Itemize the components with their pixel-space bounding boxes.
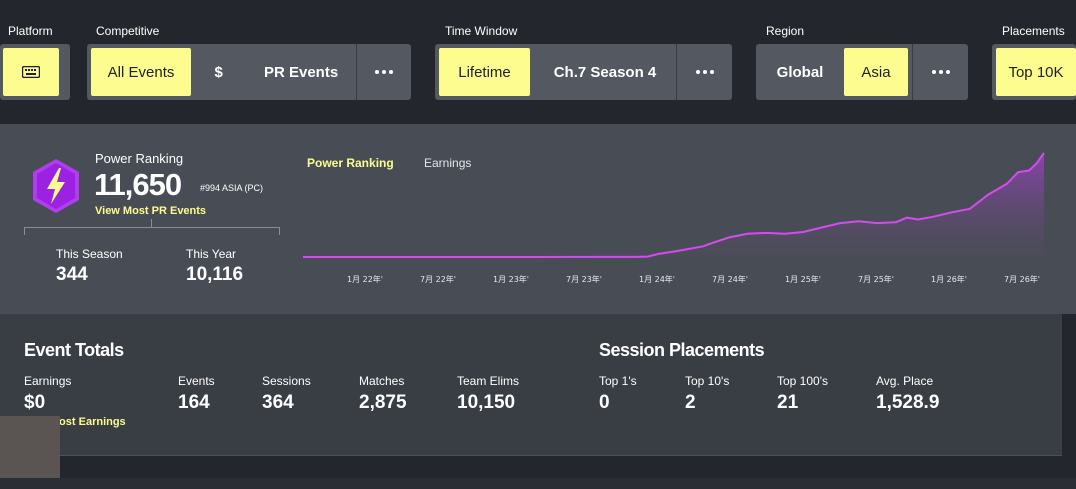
top-10k-button[interactable]: Top 10K bbox=[996, 48, 1076, 96]
placements-label: Placements bbox=[1002, 24, 1065, 38]
top1-value: 0 bbox=[599, 392, 610, 413]
time-window-more-button[interactable] bbox=[676, 44, 732, 100]
bottom-bar bbox=[0, 478, 1076, 489]
team-elims-value: 10,150 bbox=[457, 392, 516, 413]
this-season-value: 344 bbox=[56, 264, 88, 285]
top10-value: 2 bbox=[685, 392, 696, 413]
region-label: Region bbox=[766, 24, 805, 38]
earnings-label: Earnings bbox=[24, 374, 72, 388]
event-totals-title: Event Totals bbox=[24, 340, 124, 360]
x-tick-label: 7月 23年' bbox=[566, 274, 602, 284]
chart-area bbox=[303, 153, 1044, 257]
team-elims-label: Team Elims bbox=[457, 374, 520, 388]
platform-label: Platform bbox=[8, 24, 53, 38]
x-tick-label: 1月 23年' bbox=[493, 274, 529, 284]
lightning-icon bbox=[33, 159, 79, 213]
bracket-divider-mid bbox=[151, 219, 152, 227]
power-ranking-rank: #994 ASIA (PC) bbox=[200, 183, 264, 193]
view-most-pr-events-link[interactable]: View Most PR Events bbox=[95, 205, 207, 217]
platform-pc-button[interactable] bbox=[3, 48, 59, 96]
competitive-bar: All Events $ PR Events bbox=[87, 44, 411, 100]
competitive-label: Competitive bbox=[96, 24, 160, 38]
events-value: 164 bbox=[178, 392, 210, 413]
x-tick-label: 1月 22年' bbox=[347, 274, 383, 284]
global-button[interactable]: Global bbox=[776, 63, 824, 81]
bracket-divider bbox=[24, 227, 280, 235]
top100-label: Top 100's bbox=[777, 374, 828, 388]
x-tick-label: 7月 25年' bbox=[858, 274, 894, 284]
power-ranking-chart: 1月 22年' 7月 22年' 1月 23年' 7月 23年' 1月 24年' 7月 24… bbox=[303, 152, 1045, 284]
more-dots-icon bbox=[695, 70, 714, 74]
power-ranking-value: 11,650 bbox=[94, 167, 182, 202]
matches-label: Matches bbox=[359, 374, 405, 388]
pr-events-button[interactable]: PR Events bbox=[263, 63, 339, 81]
most-earnings-link[interactable]: lost Earnings bbox=[56, 416, 126, 428]
region-bar: Global Asia bbox=[756, 44, 968, 100]
chart-series-line bbox=[303, 152, 1045, 258]
sessions-label: Sessions bbox=[262, 374, 311, 388]
totals-panel bbox=[0, 314, 1062, 456]
x-tick-label: 1月 24年' bbox=[639, 274, 675, 284]
this-season-label: This Season bbox=[56, 247, 123, 261]
x-tick-label: 1月 26年' bbox=[931, 274, 967, 284]
matches-value: 2,875 bbox=[359, 392, 407, 413]
power-ranking-title: Power Ranking bbox=[95, 151, 184, 166]
events-label: Events bbox=[178, 374, 215, 388]
time-window-bar: Lifetime Ch.7 Season 4 bbox=[435, 44, 732, 100]
x-tick-label: 7月 24年' bbox=[712, 274, 748, 284]
x-tick-label: 1月 25年' bbox=[785, 274, 821, 284]
filter-bar: Platform Competitive All Events $ PR Eve… bbox=[0, 0, 1076, 112]
power-ranking-panel bbox=[0, 124, 1076, 314]
sessions-value: 364 bbox=[262, 392, 294, 413]
lifetime-button[interactable]: Lifetime bbox=[439, 48, 530, 96]
avg-place-value: 1,528.9 bbox=[876, 392, 940, 413]
session-placements-title: Session Placements bbox=[599, 340, 765, 360]
placements-bar: Top 10K bbox=[992, 44, 1076, 100]
more-dots-icon bbox=[931, 70, 950, 74]
overlay-block bbox=[0, 416, 60, 489]
top100-value: 21 bbox=[777, 392, 799, 413]
competitive-more-button[interactable] bbox=[356, 44, 411, 100]
money-events-button[interactable]: $ bbox=[214, 63, 223, 81]
top1-label: Top 1's bbox=[599, 374, 637, 388]
x-tick-label: 7月 26年' bbox=[1004, 274, 1040, 284]
season-button[interactable]: Ch.7 Season 4 bbox=[553, 63, 657, 81]
asia-button[interactable]: Asia bbox=[844, 48, 908, 96]
earnings-value: $0 bbox=[24, 392, 46, 413]
time-window-label: Time Window bbox=[445, 24, 518, 38]
this-year-label: This Year bbox=[186, 247, 237, 261]
top10-label: Top 10's bbox=[685, 374, 730, 388]
tab-power-ranking[interactable]: Power Ranking bbox=[307, 156, 394, 170]
more-dots-icon bbox=[375, 70, 394, 74]
platform-bar bbox=[0, 44, 70, 100]
avg-place-label: Avg. Place bbox=[876, 374, 934, 388]
all-events-button[interactable]: All Events bbox=[91, 48, 192, 96]
tab-earnings[interactable]: Earnings bbox=[424, 156, 472, 170]
this-year-value: 10,116 bbox=[186, 264, 244, 285]
region-more-button[interactable] bbox=[912, 44, 968, 100]
x-tick-label: 7月 22年' bbox=[420, 274, 456, 284]
keyboard-icon bbox=[22, 66, 40, 78]
